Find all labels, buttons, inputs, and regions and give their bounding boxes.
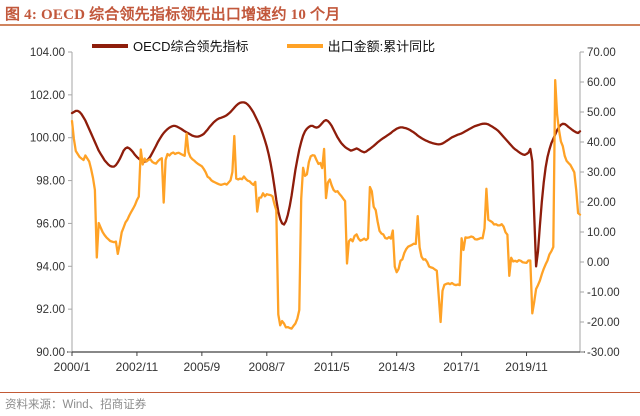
- export-line-swatch: [286, 43, 323, 48]
- y-axis-left-label: 104.00: [30, 47, 65, 59]
- data-source: 资料来源：Wind、招商证券: [5, 399, 147, 411]
- x-axis-label: 2005/9: [184, 360, 221, 374]
- y-axis-right-label: 70.00: [587, 47, 616, 59]
- y-axis-left-label: 100.00: [30, 133, 65, 145]
- y-axis-right-label: 60.00: [587, 77, 616, 89]
- legend-item-export: 出口金额:累计同比: [286, 36, 436, 55]
- footer-divider: [0, 392, 640, 393]
- y-axis-right-label: -20.00: [587, 317, 620, 329]
- y-axis-left-label: 92.00: [36, 304, 65, 316]
- y-axis-right-label: 50.00: [587, 107, 616, 119]
- y-axis-right-label: 0.00: [587, 257, 609, 269]
- x-axis-label: 2008/7: [248, 360, 285, 374]
- y-axis-left-label: 96.00: [36, 218, 65, 230]
- y-axis-right-label: 40.00: [587, 137, 616, 149]
- y-axis-right-label: -30.00: [587, 347, 620, 359]
- x-axis-label: 2002/11: [116, 360, 159, 374]
- x-axis-label: 2000/1: [54, 360, 91, 374]
- y-axis-right-label: -10.00: [587, 287, 620, 299]
- legend-label-oecd: OECD综合领先指标: [133, 39, 249, 54]
- chart-legend: OECD综合领先指标 出口金额:累计同比: [92, 36, 435, 55]
- x-axis-label: 2019/11: [505, 360, 548, 374]
- x-axis-label: 2011/5: [314, 360, 350, 374]
- legend-item-oecd: OECD综合领先指标: [92, 36, 249, 55]
- y-axis-right-label: 10.00: [587, 227, 616, 239]
- y-axis-left-label: 90.00: [36, 347, 65, 359]
- x-axis-label: 2017/1: [443, 360, 480, 374]
- legend-label-export: 出口金额:累计同比: [327, 39, 436, 54]
- y-axis-right-label: 20.00: [587, 197, 616, 209]
- figure-title: 图 4: OECD 综合领先指标领先出口增速约 10 个月: [5, 7, 341, 23]
- export-yoy-line: [70, 79, 582, 330]
- oecd-cli-line: [70, 101, 582, 268]
- y-axis-left-label: 94.00: [36, 261, 65, 273]
- x-axis-label: 2014/3: [378, 360, 415, 374]
- title-divider: [0, 24, 640, 26]
- y-axis-left-label: 102.00: [30, 90, 65, 102]
- oecd-line-swatch: [92, 43, 128, 48]
- y-axis-left-label: 98.00: [36, 176, 65, 188]
- y-axis-right-label: 30.00: [587, 167, 616, 179]
